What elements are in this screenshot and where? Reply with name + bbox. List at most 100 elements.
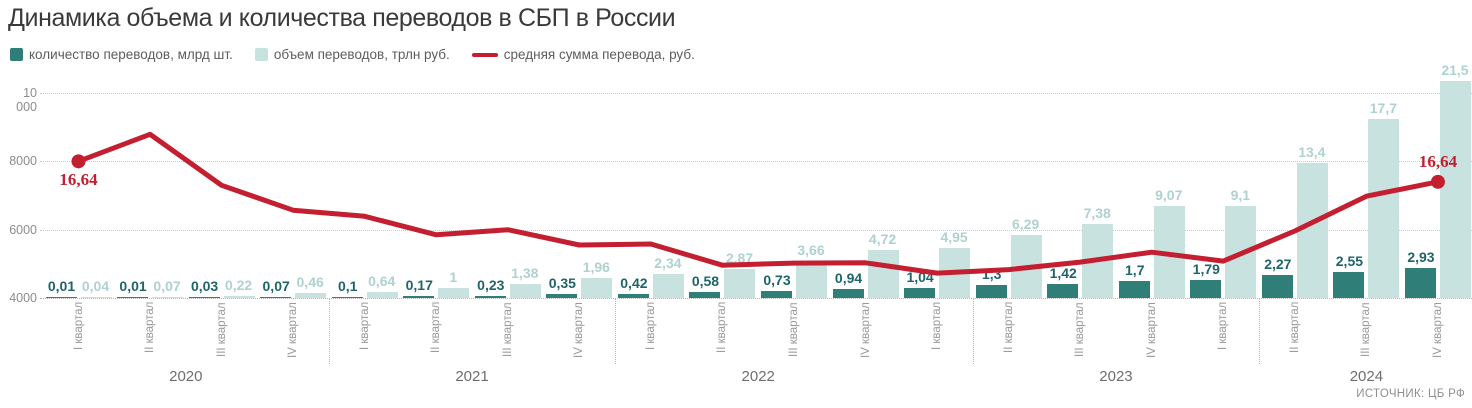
volume-bar: [438, 287, 470, 298]
volume-bar: [80, 297, 112, 298]
volume-bar: [366, 291, 398, 298]
legend-item-1: объем переводов, трлн руб.: [254, 47, 450, 62]
line-swatch-icon: [471, 52, 498, 57]
volume-bar-label: 7,38: [1083, 204, 1111, 221]
count-bar-label: 1,79: [1192, 260, 1220, 277]
year-label-2021: 2021: [455, 368, 489, 385]
volume-bar-label: 13,4: [1298, 143, 1326, 160]
count-bar-label: 0,58: [691, 273, 720, 290]
average-amount-line: [77, 131, 1439, 276]
line-point-label: 16,64: [59, 170, 98, 190]
count-bar-label: 0,17: [405, 277, 433, 294]
count-bar: [832, 288, 864, 298]
volume-bar: [295, 293, 327, 298]
count-bar: [689, 292, 721, 298]
count-bar: [45, 297, 77, 298]
count-bar: [117, 297, 149, 298]
volume-bar: [867, 250, 899, 298]
y-tick-label-8000: 8000: [9, 154, 37, 169]
count-bar: [188, 297, 220, 298]
line-point-marker: [1430, 174, 1445, 189]
square-swatch-icon: [10, 48, 23, 61]
volume-bar-label: 4,95: [940, 229, 968, 246]
volume-bar-label: 0,46: [296, 274, 324, 291]
count-bar-label: 0,23: [477, 276, 505, 293]
count-bar: [474, 295, 506, 298]
volume-bar: [1368, 119, 1400, 298]
count-bar: [1190, 279, 1222, 298]
volume-bar: [1296, 162, 1328, 298]
count-bar-label: 0,73: [763, 271, 791, 288]
volume-bar-label: 0,22: [224, 276, 253, 293]
count-bar: [1333, 272, 1365, 298]
count-bar-label: 0,01: [119, 278, 147, 294]
gridline-8000: [40, 161, 1472, 163]
count-bar-label: 1,42: [1049, 264, 1077, 281]
count-bar-label: 0,01: [47, 278, 76, 294]
year-label-2024: 2024: [1349, 368, 1384, 385]
count-bar: [975, 284, 1007, 298]
count-bar: [904, 287, 936, 298]
volume-bar-label: 9,1: [1230, 187, 1251, 204]
count-bar-label: 2,27: [1264, 256, 1292, 273]
chart-title: Динамика объема и количества переводов в…: [8, 4, 676, 32]
count-bar: [1261, 275, 1293, 298]
volume-bar: [152, 297, 184, 298]
square-swatch-icon: [254, 48, 268, 61]
year-label-2022: 2022: [741, 368, 775, 385]
volume-bar-label: 0,04: [81, 278, 110, 294]
y-tick-label-6000: 6000: [9, 222, 37, 237]
volume-bar: [796, 261, 827, 298]
count-bar-label: 0,94: [834, 269, 863, 286]
count-bar-label: 2,93: [1407, 249, 1435, 266]
gridline-10000: [40, 93, 1472, 94]
source-note: ИСТОЧНИК: ЦБ РФ: [1356, 388, 1465, 400]
count-bar-label: 0,03: [190, 278, 219, 294]
volume-bar: [724, 269, 756, 298]
volume-bar: [223, 295, 255, 298]
count-bar-label: 0,1: [337, 277, 358, 294]
volume-bar: [1439, 81, 1471, 298]
count-bar-label: 2,55: [1335, 253, 1364, 270]
count-bar-label: 0,35: [548, 275, 576, 292]
count-bar-label: 1,7: [1125, 261, 1145, 278]
volume-bar: [509, 284, 541, 298]
volume-bar-label: 2,34: [654, 255, 682, 272]
volume-bar-label: 0,07: [153, 278, 181, 294]
legend-item-2: средняя сумма перевода, руб.: [471, 47, 695, 62]
volume-bar-label: 6,29: [1012, 215, 1040, 232]
year-separator: [1259, 298, 1261, 364]
line-point-marker: [71, 154, 86, 169]
volume-bar-label: 4,72: [868, 231, 897, 248]
legend-label-1: объем переводов, трлн руб.: [273, 47, 450, 62]
count-bar: [617, 293, 649, 298]
volume-bar-label: 9,07: [1155, 187, 1183, 204]
y-tick-label-10000: 10 000: [16, 86, 37, 114]
count-bar: [1118, 280, 1150, 298]
legend: количество переводов, млрд шт. объем пере…: [10, 47, 695, 62]
count-bar: [403, 296, 435, 298]
count-bar: [761, 290, 792, 298]
line-point-label: 16,64: [1418, 151, 1458, 171]
count-bar-label: 0,07: [262, 278, 290, 294]
volume-bar: [581, 278, 613, 298]
y-tick-label-4000: 4000: [9, 291, 37, 305]
year-label-2020: 2020: [169, 368, 203, 385]
year-separator: [972, 298, 974, 364]
count-bar: [331, 296, 363, 298]
volume-bar-label: 1: [449, 268, 458, 285]
volume-bar-label: 0,64: [368, 272, 396, 289]
year-separator: [328, 298, 330, 364]
legend-item-0: количество переводов, млрд шт.: [10, 47, 233, 62]
gridline-4000: [40, 298, 1472, 299]
volume-bar-label: 21,5: [1441, 62, 1469, 79]
gridline-6000: [40, 229, 1472, 231]
count-bar-label: 0,42: [620, 274, 648, 291]
volume-bar: [652, 274, 684, 298]
volume-bar-label: 17,7: [1369, 100, 1398, 117]
volume-bar-label: 1,38: [511, 265, 539, 282]
volume-bar-label: 1,96: [582, 259, 610, 276]
